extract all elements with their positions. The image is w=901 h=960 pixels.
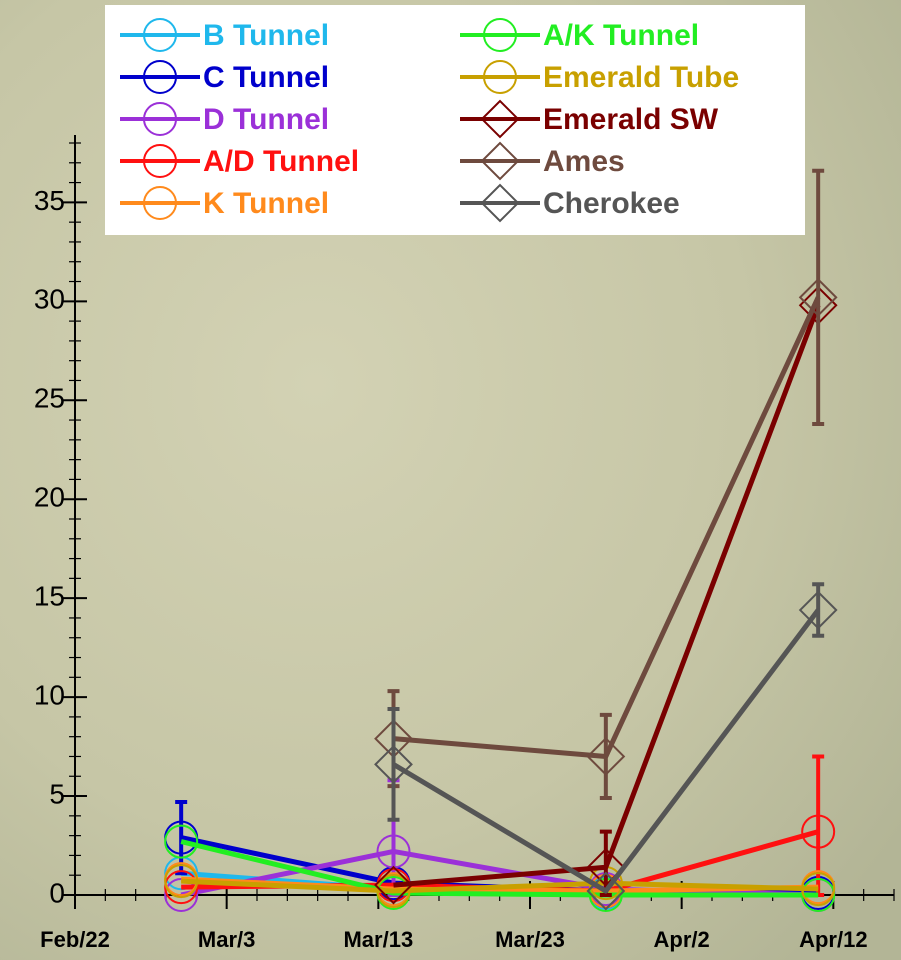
y-tick-label: 25 — [34, 383, 65, 414]
y-tick-label: 35 — [34, 185, 65, 216]
legend-label: K Tunnel — [203, 187, 329, 220]
y-tick-label: 30 — [34, 284, 65, 315]
y-tick-label: 20 — [34, 482, 65, 513]
chart: 0 5 10 15 20 25 30 35 Feb/22 Mar/3 Mar/13 Mar/23 Apr… — [0, 0, 901, 960]
legend-label: A/K Tunnel — [543, 19, 699, 52]
legend-label: C Tunnel — [203, 61, 329, 94]
y-tick-label: 15 — [34, 581, 65, 612]
page: 0 5 10 15 20 25 30 35 Feb/22 Mar/3 Mar/13 Mar/23 Apr… — [0, 0, 901, 960]
legend-label: A/D Tunnel — [203, 145, 359, 178]
legend: B Tunnel C Tunnel D Tunnel A/D Tunnel K Tunn… — [105, 5, 805, 235]
x-tick-label: Mar/3 — [198, 927, 255, 952]
y-tick-label: 5 — [49, 778, 65, 809]
legend-label: Emerald SW — [543, 103, 719, 136]
x-tick-label: Mar/23 — [495, 927, 565, 952]
x-tick-label: Feb/22 — [40, 927, 110, 952]
y-tick-label: 10 — [34, 679, 65, 710]
legend-label: Emerald Tube — [543, 61, 739, 94]
x-tick-label: Mar/13 — [343, 927, 413, 952]
x-tick-label: Apr/2 — [654, 927, 710, 952]
legend-label: Cherokee — [543, 187, 680, 220]
y-tick-label: 0 — [49, 877, 65, 908]
legend-label: B Tunnel — [203, 19, 329, 52]
legend-label: D Tunnel — [203, 103, 329, 136]
x-tick-label: Apr/12 — [799, 927, 867, 952]
legend-label: Ames — [543, 145, 625, 178]
